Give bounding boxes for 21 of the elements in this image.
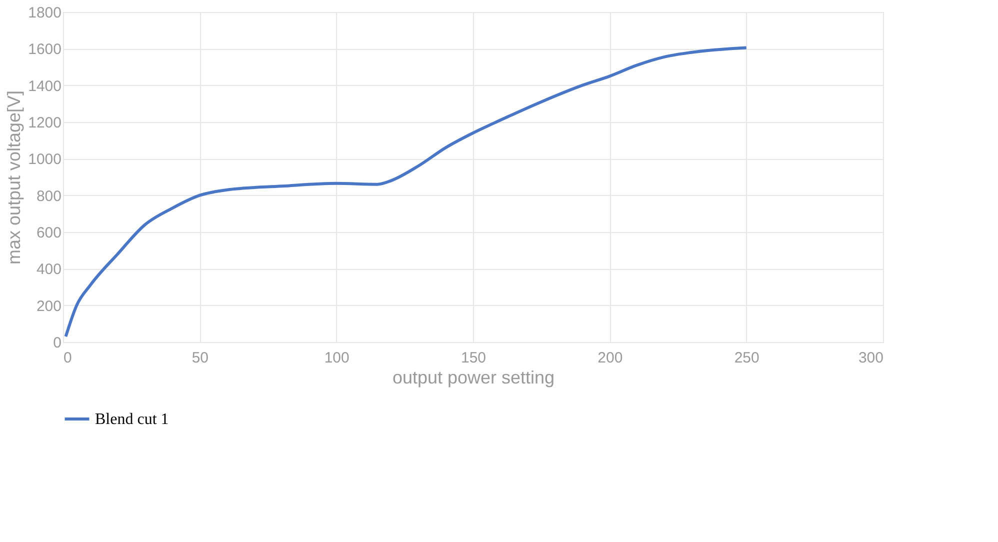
x-tick-label: 50 [192, 350, 209, 366]
y-tick-label: 800 [36, 188, 62, 205]
y-tick-label: 0 [53, 334, 62, 352]
x-tick-label: 250 [734, 350, 760, 366]
x-tick-label: 0 [64, 350, 72, 366]
x-tick-label: 300 [858, 350, 884, 366]
y-tick-label: 1000 [28, 151, 62, 168]
legend-label: Blend cut 1 [95, 411, 169, 428]
x-tick-label: 150 [460, 350, 486, 366]
y-axis-title: max output voltage[V] [4, 90, 24, 265]
y-tick-label: 1400 [28, 78, 62, 95]
y-tick-label: 1800 [28, 4, 62, 22]
x-tick-label: 200 [598, 350, 623, 366]
x-axis-title: output power setting [392, 368, 555, 388]
y-tick-label: 1200 [28, 114, 62, 132]
y-tick-label: 200 [36, 298, 62, 315]
x-tick-label: 100 [324, 350, 350, 366]
y-tick-label: 1600 [28, 41, 62, 58]
y-tick-label: 600 [36, 224, 62, 242]
line-series [64, 46, 748, 338]
y-tick-label: 400 [36, 261, 62, 278]
